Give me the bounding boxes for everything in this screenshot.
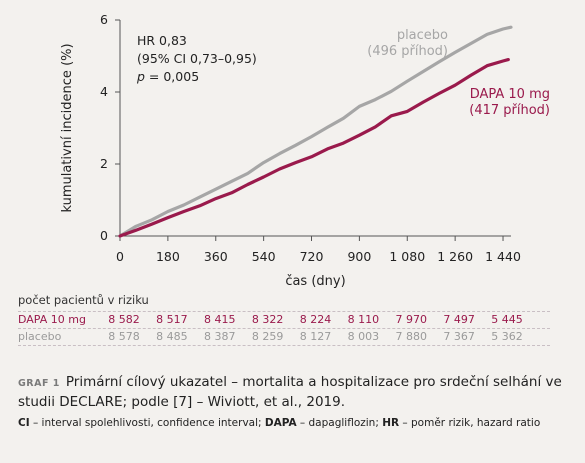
x-axis-label: čas (dny) — [285, 274, 345, 289]
abbrev-term: DAPA — [264, 417, 297, 429]
risk-value: 7 880 — [395, 330, 428, 343]
risk-value: 7 367 — [443, 330, 475, 343]
abbrev-term: CI — [18, 417, 30, 429]
p-annotation: p = 0,005 — [136, 69, 199, 84]
risk-row-label: placebo — [18, 330, 62, 343]
risk-value: 8 582 — [108, 313, 140, 326]
ticks: 0 180 360 540 720 900 1 080 1 260 1 440 0 2 4 6 — [100, 12, 521, 264]
abbreviations: CI – interval spolehlivosti, confidence … — [18, 417, 578, 429]
y-axis-label: kumulativní incidence (%) — [60, 43, 75, 212]
risk-row-dapa: DAPA 10 mg 8 582 8 517 8 415 8 322 8 224 8 11… — [18, 313, 578, 329]
risk-value: 8 485 — [156, 330, 188, 343]
risk-table-divider — [18, 328, 550, 329]
risk-value: 5 445 — [491, 313, 523, 326]
risk-value: 8 415 — [204, 313, 236, 326]
x-tick-label: 360 — [204, 249, 228, 264]
risk-value: 8 387 — [204, 330, 236, 343]
x-tick-label: 540 — [252, 249, 276, 264]
x-tick-label: 180 — [156, 249, 180, 264]
ci-annotation: (95% CI 0,73–0,95) — [137, 51, 257, 66]
hr-annotation: HR 0,83 — [137, 33, 187, 48]
figure-caption: GRAF 1 Primární cílový ukazatel – mortali… — [18, 373, 573, 411]
risk-value: 8 578 — [108, 330, 140, 343]
axes — [119, 20, 511, 237]
x-tick-label: 1 080 — [389, 249, 425, 264]
y-tick-label: 6 — [100, 12, 108, 27]
risk-value: 8 110 — [347, 313, 380, 326]
risk-value: 8 127 — [299, 330, 332, 343]
risk-value: 8 003 — [347, 330, 380, 343]
risk-value: 8 224 — [299, 313, 332, 326]
dapa-count-label: (417 příhod) — [469, 103, 550, 118]
abbrev-definition: – interval spolehlivosti, confidence int… — [29, 417, 265, 429]
x-tick-label: 1 440 — [485, 249, 521, 264]
risk-value: 5 362 — [491, 330, 523, 343]
risk-value: 7 970 — [395, 313, 428, 326]
risk-row-label: DAPA 10 mg — [18, 313, 86, 326]
caption-text: Primární cílový ukazatel – mortalita a h… — [18, 374, 562, 410]
x-tick-label: 0 — [116, 249, 124, 264]
risk-value: 8 517 — [156, 313, 188, 326]
x-tick-label: 720 — [300, 249, 324, 264]
abbrev-term: HR — [382, 417, 400, 429]
placebo-line — [118, 25, 513, 238]
series-lines — [118, 25, 513, 238]
risk-table-divider — [18, 345, 550, 346]
y-tick-label: 4 — [100, 84, 108, 99]
risk-value: 8 259 — [251, 330, 284, 343]
abbrev-definition: – dapagliflozin; — [296, 417, 383, 429]
risk-table-title: počet pacientů v riziku — [18, 293, 149, 307]
km-chart: 0 180 360 540 720 900 1 080 1 260 1 440 0 2 4 6 čas … — [60, 12, 550, 289]
risk-value: 7 497 — [443, 313, 475, 326]
labels: čas (dny) kumulativní incidence (%) placeb… — [60, 28, 550, 289]
risk-row-placebo: placebo 8 578 8 485 8 387 8 259 8 127 8 003 7 … — [18, 330, 578, 346]
dapa-line — [118, 57, 510, 238]
y-tick-label: 2 — [100, 156, 108, 171]
placebo-count-label: (496 příhod) — [367, 44, 448, 59]
placebo-label: placebo — [397, 28, 448, 43]
abbrev-definition: – poměr rizik, hazard ratio — [399, 417, 541, 429]
x-tick-label: 900 — [347, 249, 371, 264]
y-tick-label: 0 — [100, 228, 108, 243]
caption-tag: GRAF 1 — [18, 378, 60, 389]
x-tick-label: 1 260 — [437, 249, 473, 264]
risk-table-divider — [18, 311, 550, 312]
risk-value: 8 322 — [251, 313, 284, 326]
dapa-label: DAPA 10 mg — [470, 87, 550, 102]
